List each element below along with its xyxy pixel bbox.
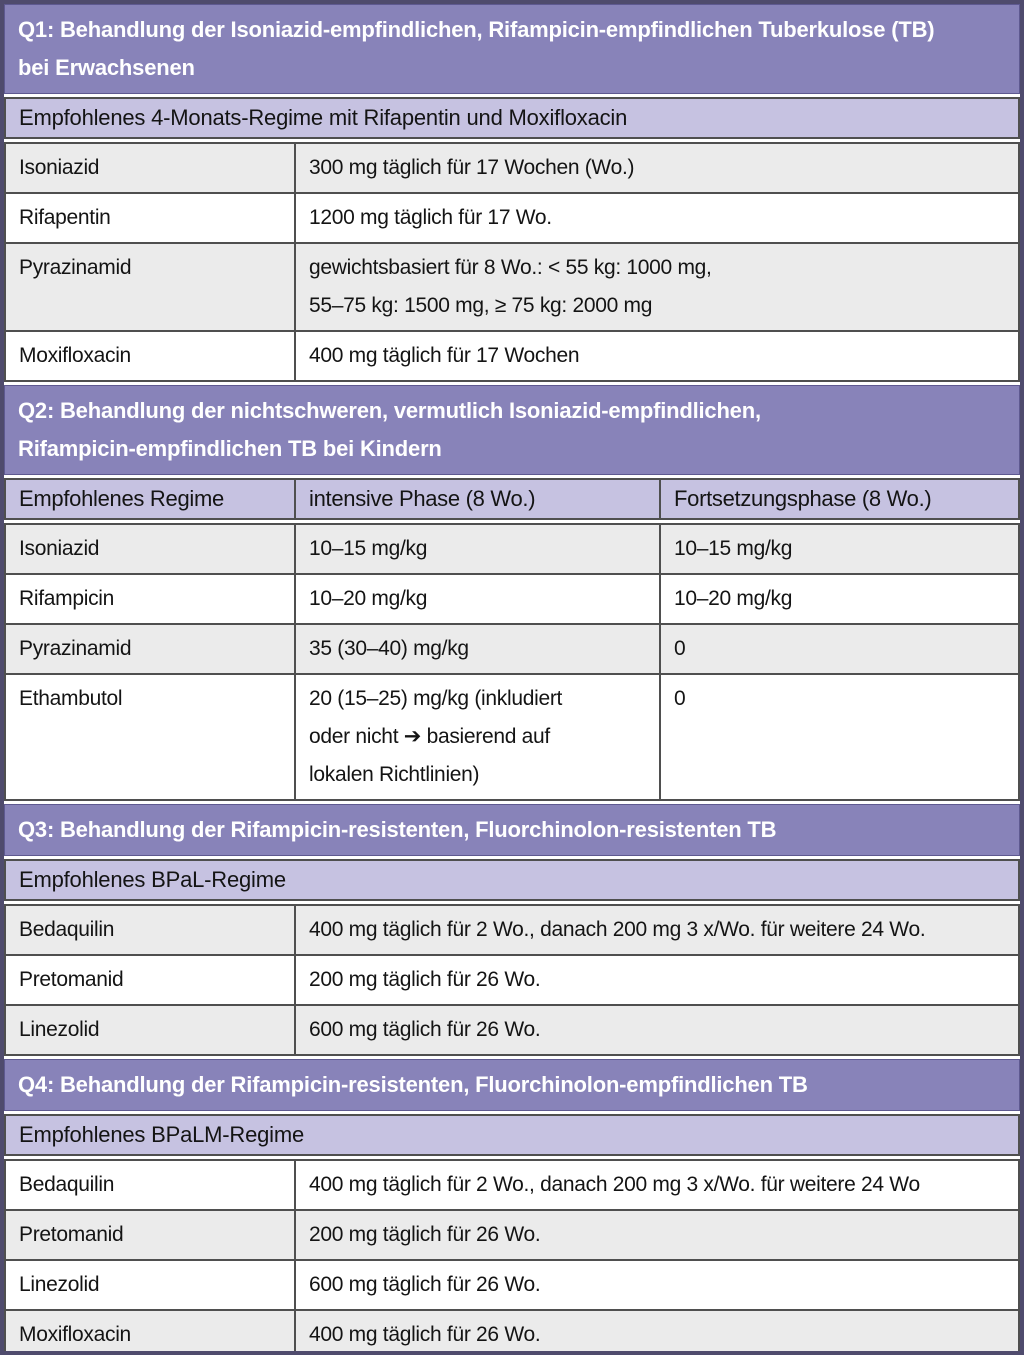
dosage-cell: gewichtsbasiert für 8 Wo.: < 55 kg: 1000… <box>294 244 1018 330</box>
rowgroup-q3: Bedaquilin 400 mg täglich für 2 Wo., dan… <box>4 904 1020 1056</box>
drug-name-cell: Ethambutol <box>19 687 123 710</box>
intensive-phase-cell: 35 (30–40) mg/kg <box>294 625 659 673</box>
intensive-phase-cell: 20 (15–25) mg/kg (inkludiert oder nicht … <box>294 675 659 799</box>
table-row: Pyrazinamid 35 (30–40) mg/kg 0 <box>6 623 1018 673</box>
table-row: Rifampicin 10–20 mg/kg 10–20 mg/kg <box>6 573 1018 623</box>
table-row: Bedaquilin 400 mg täglich für 2 Wo., dan… <box>6 1161 1018 1209</box>
table-row: Bedaquilin 400 mg täglich für 2 Wo., dan… <box>6 906 1018 954</box>
table-row: Rifapentin 1200 mg täglich für 17 Wo. <box>6 192 1018 242</box>
column-header-row-q2: Empfohlenes Regime intensive Phase (8 Wo… <box>4 478 1020 520</box>
section-title-q2: Q2: Behandlung der nichtschweren, vermut… <box>4 385 1020 475</box>
table-row: Moxifloxacin 400 mg täglich für 17 Woche… <box>6 330 1018 380</box>
table-row: Pretomanid 200 mg täglich für 26 Wo. <box>6 954 1018 1004</box>
dosage-cell: 1200 mg täglich für 17 Wo. <box>294 194 1018 242</box>
dosage-cell: 200 mg täglich für 26 Wo. <box>294 956 1018 1004</box>
drug-name-cell: Moxifloxacin <box>19 1323 131 1346</box>
table-header-row: Empfohlenes Regime intensive Phase (8 Wo… <box>6 480 1018 518</box>
drug-name-cell: Pyrazinamid <box>19 256 132 279</box>
dosage-cell: 200 mg täglich für 26 Wo. <box>294 1211 1018 1259</box>
table-row: Moxifloxacin 400 mg täglich für 26 Wo. <box>6 1309 1018 1351</box>
drug-name-cell: Pretomanid <box>19 1223 124 1246</box>
table-row: Linezolid 600 mg täglich für 26 Wo. <box>6 1259 1018 1309</box>
drug-name-cell: Pretomanid <box>19 968 124 991</box>
column-header-regime: Empfohlenes Regime <box>19 486 224 511</box>
section-title-q1: Q1: Behandlung der Isoniazid-empfindlich… <box>4 4 1020 94</box>
dosage-cell: 400 mg täglich für 26 Wo. <box>294 1311 1018 1351</box>
drug-name-cell: Moxifloxacin <box>19 344 131 367</box>
section-subtitle-q4: Empfohlenes BPaLM-Regime <box>4 1114 1020 1156</box>
table-row: Linezolid 600 mg täglich für 26 Wo. <box>6 1004 1018 1054</box>
drug-name-cell: Linezolid <box>19 1273 100 1296</box>
table-row: Ethambutol 20 (15–25) mg/kg (inkludiert … <box>6 673 1018 799</box>
rowgroup-q4: Bedaquilin 400 mg täglich für 2 Wo., dan… <box>4 1159 1020 1351</box>
dosage-cell: 400 mg täglich für 2 Wo., danach 200 mg … <box>294 906 1018 954</box>
dosage-cell: 400 mg täglich für 17 Wochen <box>294 332 1018 380</box>
drug-name-cell: Rifapentin <box>19 206 111 229</box>
continuation-phase-cell: 0 <box>659 675 1018 799</box>
column-header-continuation-phase: Fortsetzungsphase (8 Wo.) <box>659 480 1018 518</box>
continuation-phase-cell: 10–15 mg/kg <box>659 525 1018 573</box>
section-subtitle-q3: Empfohlenes BPaL-Regime <box>4 859 1020 901</box>
intensive-phase-cell: 10–15 mg/kg <box>294 525 659 573</box>
drug-name-cell: Pyrazinamid <box>19 637 132 660</box>
drug-name-cell: Bedaquilin <box>19 1173 115 1196</box>
dosage-cell: 300 mg täglich für 17 Wochen (Wo.) <box>294 144 1018 192</box>
drug-name-cell: Rifampicin <box>19 587 115 610</box>
section-title-q4: Q4: Behandlung der Rifampicin-resistente… <box>4 1059 1020 1111</box>
section-title-q3: Q3: Behandlung der Rifampicin-resistente… <box>4 804 1020 856</box>
drug-name-cell: Isoniazid <box>19 156 100 179</box>
table-row: Pretomanid 200 mg täglich für 26 Wo. <box>6 1209 1018 1259</box>
drug-name-cell: Linezolid <box>19 1018 100 1041</box>
intensive-phase-cell: 10–20 mg/kg <box>294 575 659 623</box>
rowgroup-q1: Isoniazid 300 mg täglich für 17 Wochen (… <box>4 142 1020 382</box>
table-row: Isoniazid 300 mg täglich für 17 Wochen (… <box>6 144 1018 192</box>
rowgroup-q2: Isoniazid 10–15 mg/kg 10–15 mg/kg Rifamp… <box>4 523 1020 801</box>
section-subtitle-q1: Empfohlenes 4-Monats-Regime mit Rifapent… <box>4 97 1020 139</box>
dosage-cell: 600 mg täglich für 26 Wo. <box>294 1261 1018 1309</box>
table-row: Isoniazid 10–15 mg/kg 10–15 mg/kg <box>6 525 1018 573</box>
dosage-cell: 600 mg täglich für 26 Wo. <box>294 1006 1018 1054</box>
drug-name-cell: Bedaquilin <box>19 918 115 941</box>
continuation-phase-cell: 10–20 mg/kg <box>659 575 1018 623</box>
column-header-intensive-phase: intensive Phase (8 Wo.) <box>294 480 659 518</box>
dosage-cell: 400 mg täglich für 2 Wo., danach 200 mg … <box>294 1161 1018 1209</box>
table-row: Pyrazinamid gewichtsbasiert für 8 Wo.: <… <box>6 242 1018 330</box>
drug-name-cell: Isoniazid <box>19 537 100 560</box>
continuation-phase-cell: 0 <box>659 625 1018 673</box>
